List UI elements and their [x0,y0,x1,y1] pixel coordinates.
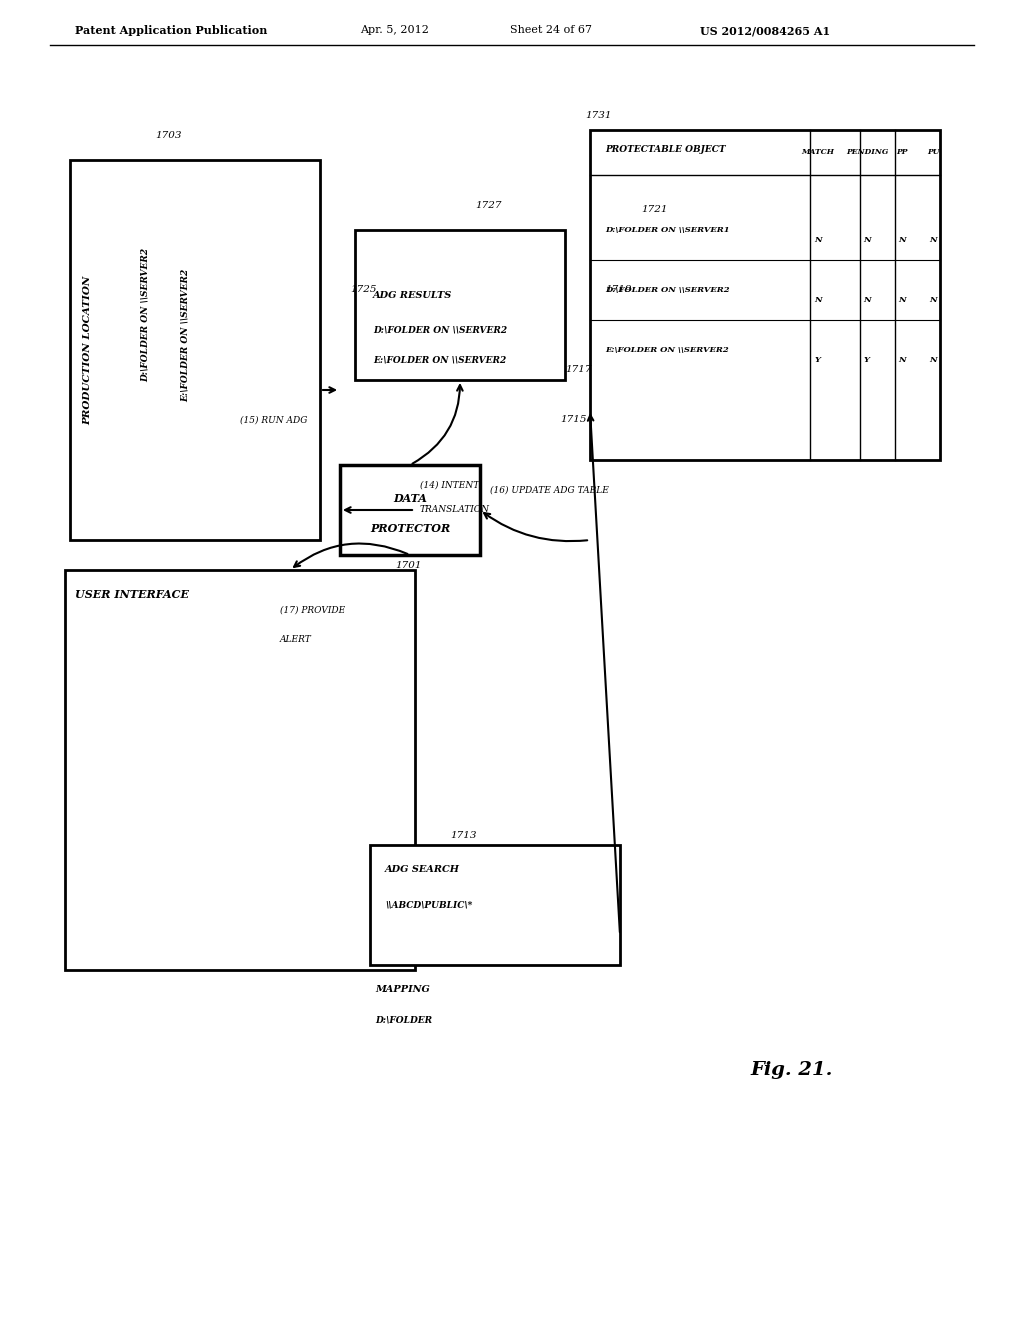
Text: US 2012/0084265 A1: US 2012/0084265 A1 [700,25,830,36]
Text: 1701: 1701 [395,561,422,569]
Text: 1713: 1713 [450,830,476,840]
Text: (15) RUN ADG: (15) RUN ADG [240,416,307,425]
Text: E:\FOLDER ON \\SERVER2: E:\FOLDER ON \\SERVER2 [373,355,506,364]
Text: N: N [863,236,870,244]
Text: N: N [929,236,937,244]
Text: D:\FOLDER ON \\SERVER2: D:\FOLDER ON \\SERVER2 [140,248,150,381]
Text: N: N [929,356,937,364]
Text: N: N [898,296,906,304]
Text: ADG RESULTS: ADG RESULTS [373,290,453,300]
Text: 1717: 1717 [565,366,592,375]
Text: TRANSLATION: TRANSLATION [420,506,490,515]
Text: D:\FOLDER ON \\SERVER2: D:\FOLDER ON \\SERVER2 [373,326,507,334]
Text: ADG SEARCH: ADG SEARCH [385,866,460,874]
Bar [590,129,940,459]
Text: Y: Y [864,356,870,364]
Text: PRODUCTION LOCATION: PRODUCTION LOCATION [84,276,92,425]
Text: PU: PU [927,148,939,156]
Text: 1727: 1727 [475,201,502,210]
Text: \\ABCD\PUBLIC\*: \\ABCD\PUBLIC\* [385,900,472,909]
Bar [65,570,415,970]
Text: E:\FOLDER ON \\SERVER2: E:\FOLDER ON \\SERVER2 [605,346,729,354]
Text: PENDING: PENDING [846,148,888,156]
Text: Patent Application Publication: Patent Application Publication [75,25,267,36]
Text: Sheet 24 of 67: Sheet 24 of 67 [510,25,592,36]
Text: (16) UPDATE ADG TABLE: (16) UPDATE ADG TABLE [490,486,609,495]
Text: PROTECTOR: PROTECTOR [370,523,451,533]
Text: ALERT: ALERT [280,635,311,644]
Text: N: N [814,236,822,244]
Text: D:\FOLDER ON \\SERVER1: D:\FOLDER ON \\SERVER1 [605,226,730,234]
Bar [340,465,480,554]
Text: 1715: 1715 [560,416,587,425]
Text: 1719: 1719 [605,285,632,294]
Text: D:\FOLDER: D:\FOLDER [375,1015,432,1024]
Text: 1731: 1731 [585,111,611,120]
Text: N: N [898,356,906,364]
Text: PROTECTABLE OBJECT: PROTECTABLE OBJECT [605,145,726,154]
Text: Fig. 21.: Fig. 21. [750,1061,833,1078]
Text: N: N [929,296,937,304]
Text: N: N [863,296,870,304]
Text: (17) PROVIDE: (17) PROVIDE [280,606,345,615]
Text: Apr. 5, 2012: Apr. 5, 2012 [360,25,429,36]
Text: D:\FOLDER ON \\SERVER2: D:\FOLDER ON \\SERVER2 [605,286,730,294]
Text: E:\FOLDER ON \\SERVER2: E:\FOLDER ON \\SERVER2 [180,268,189,401]
Text: (14) INTENT: (14) INTENT [420,480,479,490]
Text: MAPPING: MAPPING [375,986,430,994]
Text: 1725: 1725 [350,285,377,294]
Text: PP: PP [896,148,907,156]
Text: 1703: 1703 [155,131,181,140]
Text: N: N [898,236,906,244]
Text: N: N [814,296,822,304]
Text: DATA: DATA [393,492,427,503]
Bar [370,845,620,965]
Text: Y: Y [815,356,821,364]
Text: 1721: 1721 [642,206,669,214]
Bar [70,160,319,540]
Bar [355,230,565,380]
Text: USER INTERFACE: USER INTERFACE [75,590,189,601]
Text: MATCH: MATCH [802,148,835,156]
